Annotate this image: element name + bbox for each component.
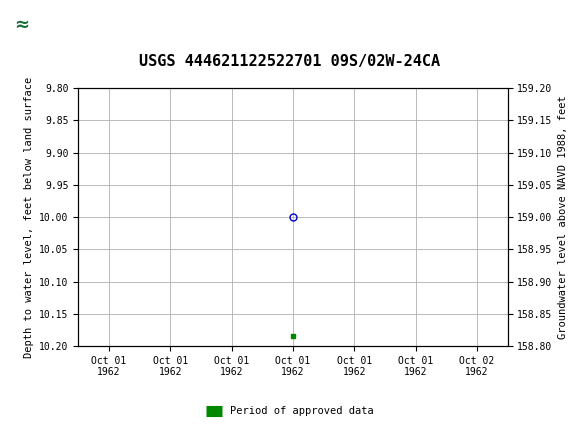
Text: USGS: USGS [49, 15, 109, 34]
Y-axis label: Depth to water level, feet below land surface: Depth to water level, feet below land su… [24, 77, 34, 358]
Text: ≈: ≈ [14, 16, 29, 34]
Y-axis label: Groundwater level above NAVD 1988, feet: Groundwater level above NAVD 1988, feet [558, 95, 568, 339]
Bar [5, 4, 39, 46]
Text: USGS 444621122522701 09S/02W-24CA: USGS 444621122522701 09S/02W-24CA [139, 54, 441, 69]
Legend: Period of approved data: Period of approved data [202, 402, 378, 421]
